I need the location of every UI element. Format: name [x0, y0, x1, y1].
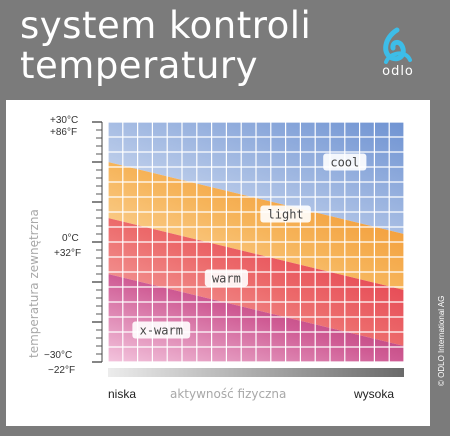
zone-label-x-warm: x-warm [140, 324, 183, 338]
tick-label-f-top: +86°F [50, 127, 77, 138]
odlo-swirl-icon [383, 27, 412, 64]
zone-label-cool: cool [330, 156, 359, 170]
zone-label-box-light [260, 205, 311, 223]
tick-label-c-top: +30°C [50, 115, 78, 126]
tick-label-f-mid: +32°F [54, 248, 81, 259]
title-line-2: temperatury [20, 44, 259, 87]
zone-label-box-cool [323, 153, 367, 171]
zone-label-box-x-warm [132, 321, 191, 339]
zone-label-box-warm [204, 269, 248, 287]
tick-label-f-bottom: −22°F [48, 365, 75, 376]
title-line-1: system kontroli [20, 4, 312, 47]
tick-label-c-bottom: −30°C [44, 350, 72, 361]
x-axis-title: aktywność fizyczna [170, 387, 286, 401]
tick-label-c-mid: 0°C [62, 233, 79, 244]
activity-gradient-bar [108, 368, 404, 377]
x-label-high: wysoka [353, 387, 394, 401]
y-axis-ruler [92, 121, 103, 363]
zone-label-light: light [268, 208, 304, 222]
copyright-notice: © ODLO International AG [437, 295, 446, 386]
zone-label-warm: warm [212, 272, 241, 286]
x-label-low: niska [108, 387, 136, 401]
logo-text: odlo [382, 64, 414, 79]
y-axis-title: temperatura zewnętrzna [27, 209, 41, 358]
